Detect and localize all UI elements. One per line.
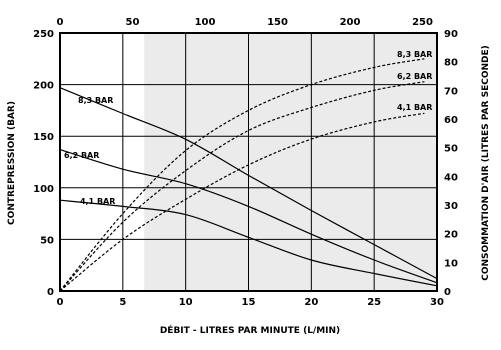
back-pressure-curve	[59, 149, 438, 284]
y-right-tick-label: 90	[444, 29, 458, 40]
x2-tick-label: 150	[267, 17, 288, 28]
y-right-tick-label: 80	[444, 58, 458, 69]
x-tick-label: 5	[119, 297, 126, 308]
shaded-region	[144, 33, 438, 291]
back-pressure-curve	[59, 199, 438, 287]
y-right-tick-label: 70	[444, 86, 458, 97]
x2-tick-label: 250	[412, 17, 433, 28]
x-tick-label: 20	[304, 297, 318, 308]
x-tick-label: 0	[57, 297, 64, 308]
x2-tick-label: 50	[126, 17, 140, 28]
y-left-tick-label: 200	[33, 81, 54, 92]
curve-label: 8,3 BAR	[397, 50, 432, 59]
curve-label: 4,1 BAR	[80, 197, 115, 206]
y-right-tick-label: 20	[444, 230, 458, 241]
plot-frame	[59, 32, 438, 292]
y-left-axis-ticks: 0 50 100 150 200 250	[33, 29, 54, 298]
x-tick-label: 15	[242, 297, 256, 308]
air-consumption-curve	[59, 58, 425, 292]
x-axis-ticks: 0 5 10 15 20 25 30	[57, 297, 444, 308]
curve-label: 4,1 BAR	[397, 103, 432, 112]
y-left-tick-label: 100	[33, 184, 54, 195]
x2-tick-label: 0	[57, 17, 64, 28]
air-consumption-curve	[59, 81, 425, 292]
curve-label: 8,3 BAR	[78, 96, 113, 105]
y-left-tick-label: 250	[33, 29, 54, 40]
x-axis-title: DÉBIT - LITRES PAR MINUTE (L/MIN)	[160, 324, 340, 336]
x2-axis-ticks: 0 50 100 150 200 250	[57, 17, 433, 28]
back-pressure-curve	[59, 87, 438, 280]
air-consumption-curve	[59, 112, 425, 292]
y-right-tick-label: 40	[444, 172, 458, 183]
x2-tick-label: 100	[195, 17, 216, 28]
x-tick-label: 25	[367, 297, 381, 308]
curves	[59, 58, 438, 292]
y-right-tick-label: 50	[444, 144, 458, 155]
y-right-axis-title: CONSOMMATION D'AIR (LITRES PAR SECONDE)	[481, 45, 491, 281]
y-right-tick-label: 30	[444, 201, 458, 212]
y-right-tick-label: 10	[444, 258, 458, 269]
curve-label: 6,2 BAR	[397, 72, 432, 81]
y-left-tick-label: 0	[47, 287, 54, 298]
y-left-tick-label: 50	[40, 235, 54, 246]
y-left-tick-label: 150	[33, 132, 54, 143]
x-tick-label: 10	[179, 297, 193, 308]
y-right-tick-label: 0	[444, 287, 451, 298]
y-left-axis-title: CONTREPRESSION (BAR)	[7, 101, 17, 225]
x2-tick-label: 200	[340, 17, 361, 28]
y-right-axis-ticks: 0 10 20 30 40 50 60 70 80 90	[444, 29, 458, 298]
curve-label: 6,2 BAR	[64, 151, 99, 160]
x-tick-label: 30	[430, 297, 444, 308]
y-right-tick-label: 60	[444, 115, 458, 126]
curve-labels: 8,3 BAR 6,2 BAR 4,1 BAR 8,3 BAR 6,2 BAR 4,1 B…	[64, 50, 432, 206]
